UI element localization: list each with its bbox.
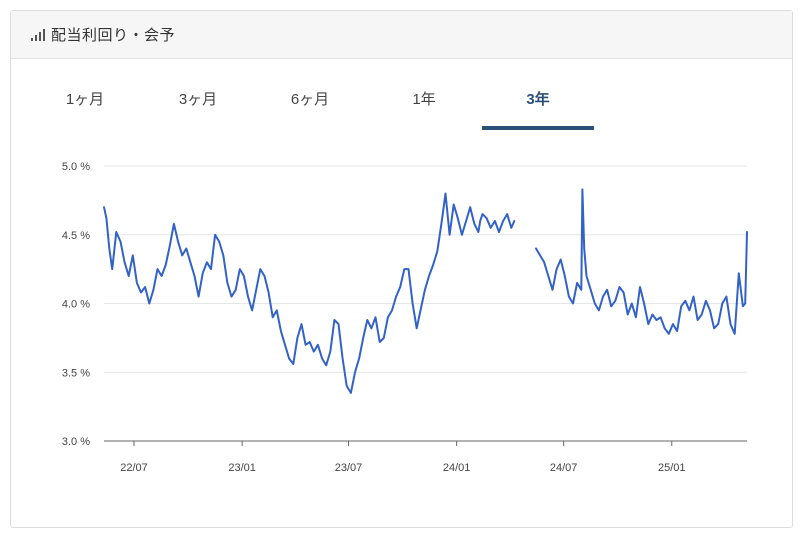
tab-3-years[interactable]: 3年 <box>526 91 550 108</box>
y-tick-label: 5.0 % <box>62 161 90 173</box>
y-tick-label: 4.0 % <box>62 299 90 311</box>
period-tabs: 1ヶ月 3ヶ月 6ヶ月 1年 3年 <box>11 59 794 131</box>
x-tick-label: 24/07 <box>550 462 578 474</box>
y-tick-label: 4.5 % <box>62 230 90 242</box>
series-line-segment <box>535 188 748 335</box>
dividend-yield-card: 配当利回り・会予 1ヶ月 3ヶ月 6ヶ月 1年 3年 <box>10 10 793 528</box>
x-tick-label: 22/07 <box>120 462 148 474</box>
tab-6-months[interactable]: 6ヶ月 <box>290 91 330 108</box>
y-tick-label: 3.5 % <box>62 367 90 379</box>
tab-1-month[interactable]: 1ヶ月 <box>65 91 105 108</box>
card-header: 配当利回り・会予 <box>11 11 792 59</box>
x-tick-label: 23/01 <box>228 462 256 474</box>
tab-1-year[interactable]: 1年 <box>412 91 436 108</box>
x-tick-label: 24/01 <box>443 462 471 474</box>
card-title: 配当利回り・会予 <box>51 27 176 44</box>
series-line-segment <box>103 192 516 394</box>
bar-chart-icon <box>31 28 45 41</box>
y-tick-label: 3.0 % <box>62 436 90 448</box>
grid-lines <box>104 165 747 373</box>
x-tick-label: 23/07 <box>335 462 363 474</box>
chart-axes: 3.0 % 3.5 % 4.0 % 4.5 % 5.0 % 22/07 23/01 23/07… <box>62 161 747 474</box>
active-tab-indicator <box>482 126 594 130</box>
x-tick-label: 25/01 <box>658 462 686 474</box>
series-lines <box>103 188 748 394</box>
tab-3-months[interactable]: 3ヶ月 <box>178 91 218 108</box>
